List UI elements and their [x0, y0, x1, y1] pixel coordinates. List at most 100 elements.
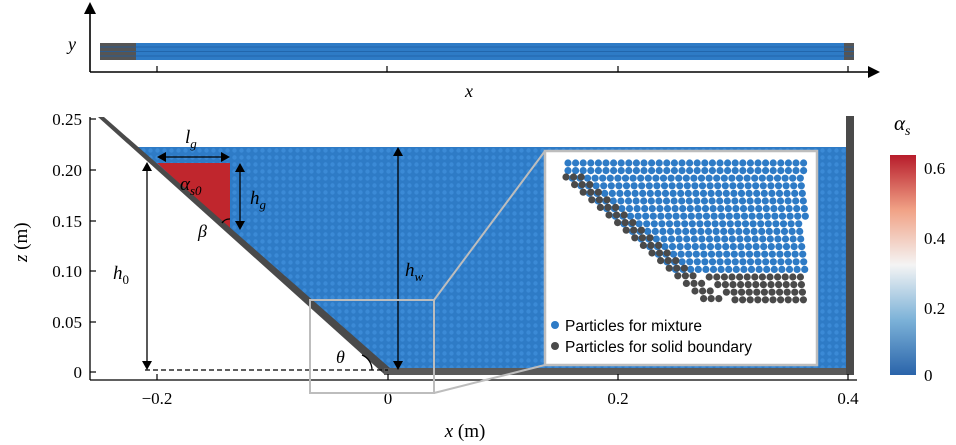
mixture-particle — [792, 197, 800, 205]
boundary-particle — [792, 296, 800, 304]
mixture-particle — [800, 167, 808, 175]
mixture-particle — [732, 205, 740, 213]
mixture-particle — [609, 197, 617, 205]
mixture-particle — [705, 174, 713, 182]
mixture-particle — [731, 159, 739, 167]
mixture-particle — [692, 250, 700, 258]
mixture-particle — [644, 174, 652, 182]
mixture-particle — [762, 205, 770, 213]
mixture-particle — [708, 197, 716, 205]
mixture-particle — [640, 197, 648, 205]
hw-arrow-bottom — [393, 361, 403, 370]
mixture-particle — [677, 189, 685, 197]
mixture-particle — [705, 235, 714, 243]
mixture-particle — [778, 212, 787, 220]
mixture-particle — [701, 167, 709, 175]
colorbar-tick: 0.6 — [924, 159, 945, 178]
mixture-particle — [654, 189, 662, 197]
mixture-particle — [660, 182, 669, 190]
boundary-particle — [715, 295, 723, 303]
mixture-particle — [731, 197, 739, 205]
mixture-particle — [769, 159, 777, 167]
mixture-particle — [771, 212, 779, 220]
mixture-particle — [695, 212, 703, 220]
mixture-particle — [630, 182, 638, 190]
boundary-particle — [746, 296, 754, 304]
mixture-particle — [648, 159, 656, 167]
mixture-particle — [719, 220, 727, 228]
boundary-particle — [754, 296, 762, 304]
mixture-particle — [662, 197, 671, 205]
mixture-particle — [735, 174, 744, 182]
mixture-particle — [796, 227, 804, 235]
mixture-particle — [632, 167, 641, 175]
boundary-particle — [783, 288, 791, 296]
colorbar-gradient — [890, 155, 916, 375]
mixture-particle — [707, 189, 715, 197]
mixture-particle — [629, 174, 637, 182]
mixture-particle — [766, 174, 774, 182]
mixture-particle — [632, 159, 641, 167]
mixture-particle — [794, 212, 802, 220]
mixture-particle — [653, 182, 661, 190]
boundary-particle — [730, 288, 738, 296]
top-y-arrow — [84, 2, 96, 14]
mixture-particle — [758, 227, 766, 235]
mixture-particle — [725, 265, 733, 273]
boundary-particle — [674, 272, 682, 280]
inset-particles — [562, 159, 809, 304]
boundary-particle — [682, 279, 691, 287]
boundary-particle — [769, 296, 777, 304]
boundary-particle — [744, 281, 752, 289]
mixture-particle — [691, 243, 699, 251]
mixture-particle — [679, 205, 687, 213]
mixture-particle — [707, 250, 716, 258]
mixture-particle — [739, 205, 748, 213]
mixture-particle — [789, 174, 797, 182]
inset-panel: Particles for mixture Particles for soli… — [543, 149, 819, 367]
mixture-particle — [785, 265, 794, 273]
mixture-particle — [712, 227, 720, 235]
boundary-particle — [578, 181, 586, 189]
mixture-particle — [711, 220, 719, 228]
mixture-particle — [710, 212, 718, 220]
mixture-particle — [717, 265, 725, 273]
mixture-particle — [736, 182, 745, 190]
boundary-particle — [638, 234, 647, 242]
mixture-particle — [730, 250, 738, 258]
z-axis-label: z (m) — [11, 222, 32, 263]
boundary-particle — [570, 173, 578, 181]
top-view: y x — [66, 2, 880, 101]
mixture-particle — [726, 220, 734, 228]
mixture-particle — [660, 235, 668, 243]
mixture-particle — [599, 174, 607, 182]
mixture-particle — [639, 189, 647, 197]
mixture-particle — [670, 159, 679, 167]
boundary-particle — [588, 196, 596, 204]
mixture-particle — [729, 243, 737, 251]
boundary-particle — [768, 288, 776, 296]
slope-boundary — [98, 117, 390, 374]
mixture-particle — [793, 205, 801, 213]
mixture-particle — [757, 220, 765, 228]
mixture-particle — [564, 167, 572, 175]
mixture-particle — [579, 167, 587, 175]
mixture-particle — [708, 159, 717, 167]
mixture-particle — [740, 265, 748, 273]
boundary-particle — [760, 288, 769, 296]
mixture-particle — [784, 258, 793, 266]
mixture-particle — [762, 258, 770, 266]
mixture-particle — [760, 189, 768, 197]
mixture-particle — [792, 159, 800, 167]
boundary-particle — [656, 249, 664, 257]
boundary-particle — [612, 203, 620, 211]
mixture-particle — [738, 250, 746, 258]
mixture-particle — [687, 212, 695, 220]
mixture-particle — [728, 174, 736, 182]
hg-arrow-bottom — [235, 221, 245, 230]
mixture-particle — [718, 212, 726, 220]
colorbar-tick: 0.4 — [924, 229, 946, 248]
mixture-particle — [696, 220, 704, 228]
z-tick-label: 0 — [74, 363, 83, 382]
mixture-particle — [691, 182, 699, 190]
